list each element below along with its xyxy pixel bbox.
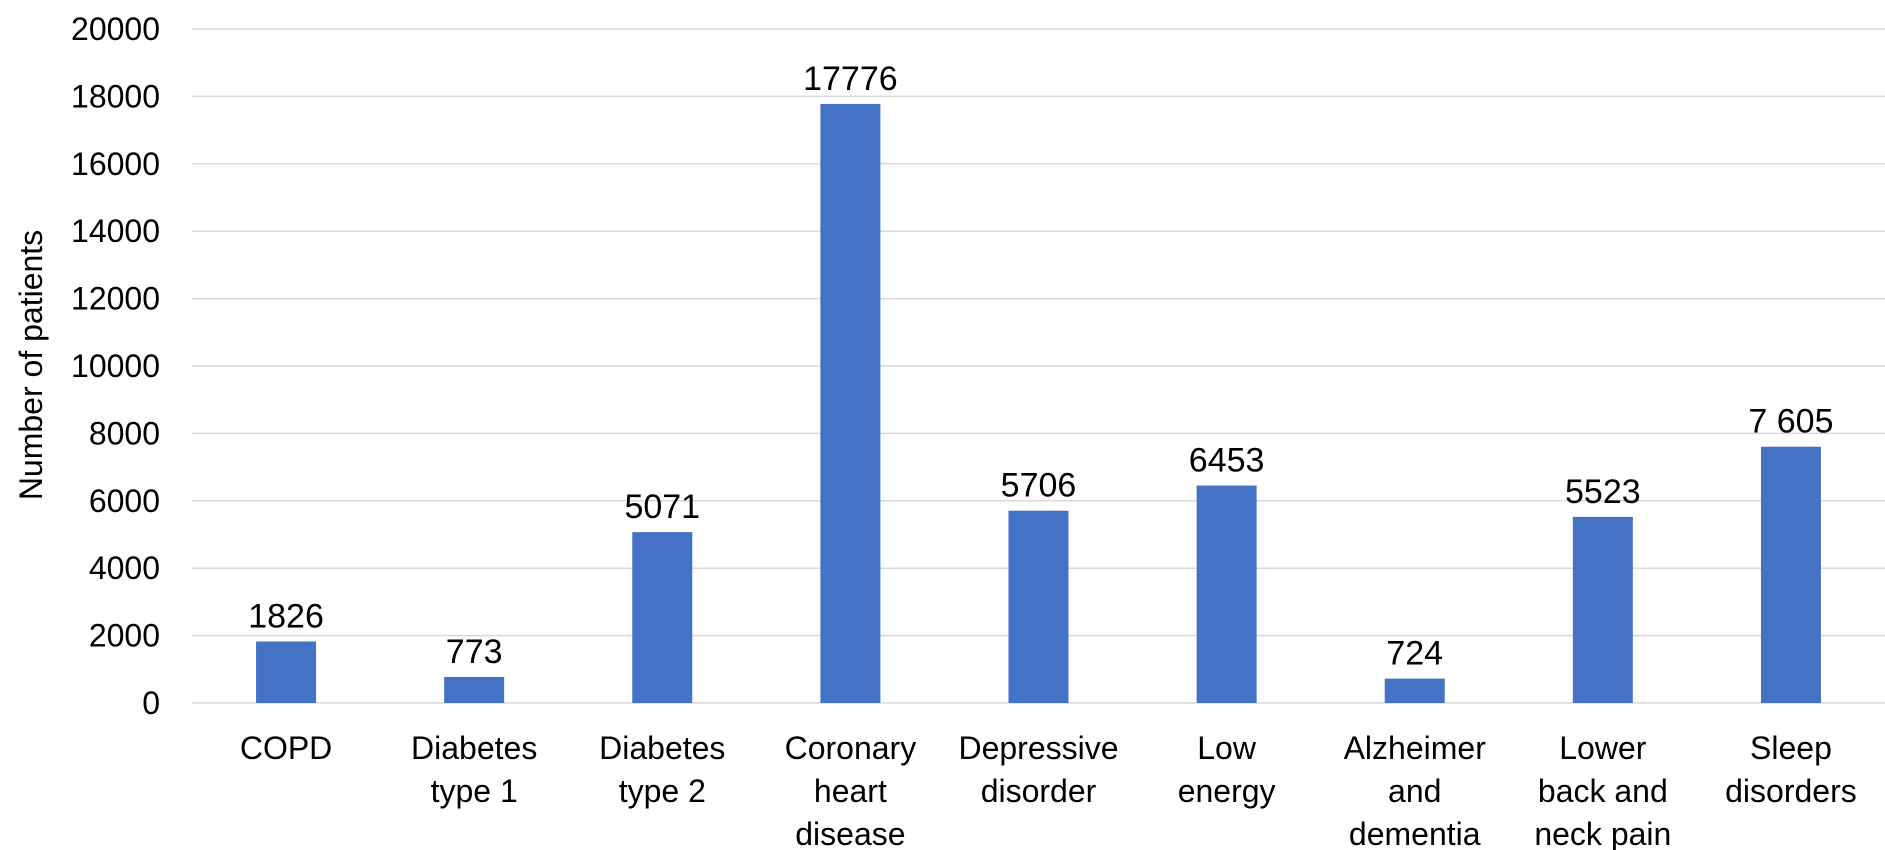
x-category-label: COPD [240, 730, 332, 766]
y-tick-label: 12000 [71, 281, 160, 317]
bar [444, 676, 505, 703]
data-label: 5523 [1565, 473, 1641, 511]
x-category-label: Diabetes type 2 [599, 730, 725, 809]
y-tick-label: 10000 [71, 348, 160, 384]
y-tick-label: 14000 [71, 213, 160, 249]
data-label: 5071 [624, 488, 700, 526]
y-tick-label: 18000 [71, 78, 160, 114]
bar [1196, 485, 1257, 703]
y-tick-label: 20000 [71, 11, 160, 47]
gridlines [192, 28, 1885, 704]
bar [1572, 516, 1633, 703]
y-tick-label: 16000 [71, 146, 160, 182]
bar [632, 532, 693, 703]
bar [256, 641, 317, 703]
data-label: 773 [446, 633, 503, 671]
x-category-label: Coronary heart disease [785, 730, 917, 850]
y-axis-title: Number of patients [13, 230, 49, 500]
y-axis-ticks: 0 2000 4000 6000 8000 10000 12000 14000 16000 180… [71, 11, 160, 721]
x-axis-categories: COPD Diabetes type 1 Diabetes type 2 Coronary… [240, 730, 1857, 850]
bar [1384, 678, 1445, 703]
x-category-label: Alzheimer and dementia [1344, 730, 1487, 850]
data-label: 1826 [248, 597, 324, 635]
data-label: 7 605 [1748, 403, 1833, 441]
bars [256, 103, 1821, 704]
x-category-label: Depressive disorder [958, 730, 1118, 809]
x-category-label: Lower back and neck pain [1534, 730, 1671, 850]
data-label: 5706 [1001, 467, 1077, 505]
y-tick-label: 2000 [89, 618, 160, 654]
y-tick-label: 0 [142, 685, 160, 721]
x-category-label: Diabetes type 1 [411, 730, 537, 809]
data-label: 724 [1386, 635, 1443, 673]
y-tick-label: 6000 [89, 483, 160, 519]
data-label: 6453 [1189, 442, 1265, 480]
data-label: 17776 [803, 60, 898, 98]
y-tick-label: 4000 [89, 550, 160, 586]
x-category-label: Sleep disorders [1725, 730, 1857, 809]
bar [1008, 510, 1069, 703]
bar [820, 103, 881, 704]
x-category-label: Low energy [1178, 730, 1276, 809]
y-tick-label: 8000 [89, 415, 160, 451]
bar [1760, 446, 1821, 703]
data-labels: 1826 773 5071 17776 5706 6453 724 5523 7 605 [248, 60, 1833, 673]
